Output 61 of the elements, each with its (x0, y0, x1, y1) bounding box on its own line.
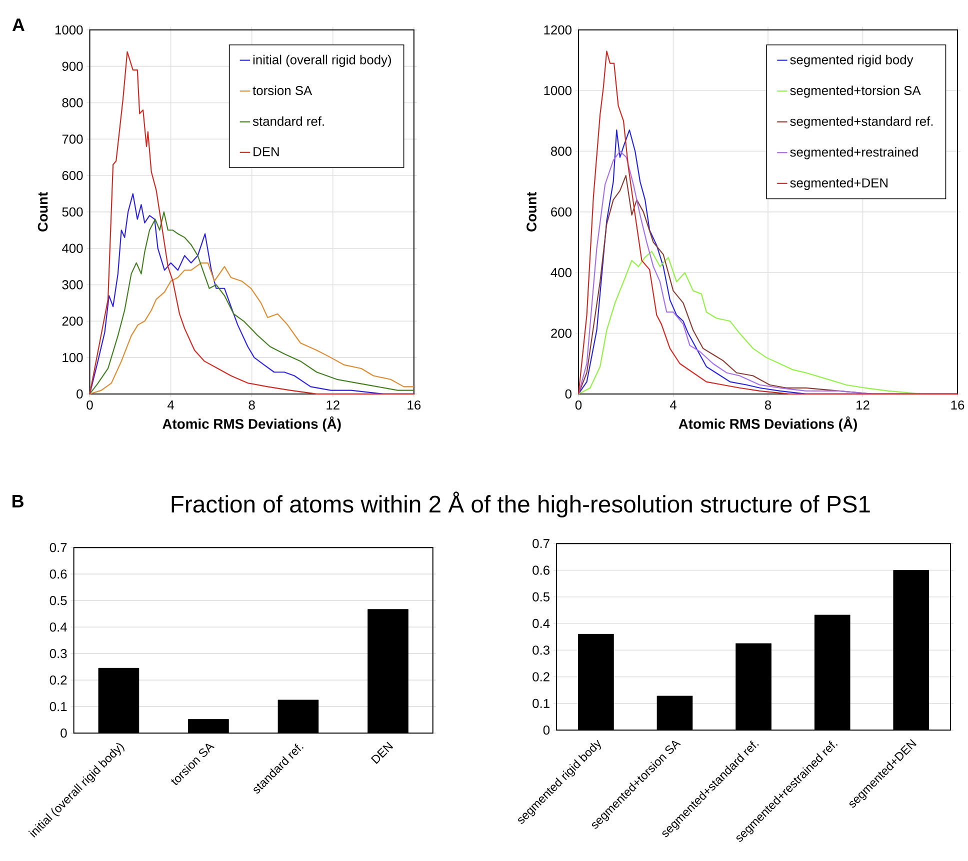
legend-label: segmented+torsion SA (790, 86, 921, 98)
legend-label: DEN (254, 147, 279, 156)
y-tick-label: 0.3 (532, 646, 550, 655)
y-tick-label: 200 (551, 328, 572, 338)
x-tick-label: 8 (248, 400, 255, 410)
y-tick-label: 0.4 (50, 622, 67, 632)
x-tick-label: 12 (326, 400, 340, 410)
x-tick-label: 4 (670, 400, 676, 410)
y-tick-label: 0 (76, 390, 83, 399)
x-tick-label: 4 (168, 400, 174, 410)
y-tick-label: 1000 (56, 25, 83, 35)
y-tick-label: 0.7 (50, 543, 67, 552)
y-tick-label: 0.6 (50, 570, 67, 579)
x-tick-label: 8 (764, 400, 772, 410)
x-tick-label: 16 (951, 400, 964, 410)
text: B (12, 495, 24, 508)
y-tick-label: 0.4 (532, 619, 550, 628)
legend-label: segmented rigid body (790, 54, 914, 68)
x-tick-label: 0 (86, 400, 93, 410)
y-tick-label: 0.1 (50, 702, 67, 712)
y-tick-label: 200 (62, 316, 83, 326)
y-tick-label: 400 (62, 244, 83, 254)
x-axis-title: Atomic RMS Deviations (Å) (162, 416, 341, 432)
y-tick-label: 0 (543, 726, 550, 735)
y-tick-label: 0 (565, 390, 572, 399)
x-tick-label: 16 (408, 400, 421, 410)
y-tick-label: 0 (60, 728, 67, 738)
legend-label: segmented+standard ref. (790, 116, 933, 129)
legend-label: initial (overall rigid body) (253, 54, 392, 68)
y-tick-label: 600 (551, 207, 572, 217)
text: A (12, 18, 24, 32)
y-tick-label: 0.3 (50, 649, 67, 658)
legend-label: torsion SA (252, 86, 312, 96)
y-tick-label: 0.7 (532, 539, 550, 548)
y-tick-label: 800 (551, 146, 572, 156)
line-series (89, 262, 414, 395)
y-tick-label: 0.2 (532, 672, 550, 682)
y-tick-label: 0.1 (532, 698, 550, 708)
x-axis-title: Atomic RMS Deviations (Å) (678, 416, 857, 432)
y-tick-label: 0.5 (532, 592, 550, 602)
legend-label: standard ref. (252, 116, 324, 126)
y-tick-label: 500 (62, 207, 83, 217)
y-tick-label: 800 (62, 98, 83, 108)
x-tick-label: 12 (856, 400, 870, 410)
y-tick-label: 1000 (544, 86, 572, 96)
y-tick-label: 300 (62, 280, 83, 290)
y-axis-title: Count (38, 192, 48, 232)
y-tick-label: 0.6 (532, 566, 550, 575)
y-tick-label: 1200 (544, 25, 572, 35)
y-tick-label: 900 (62, 62, 83, 72)
legend-label: segmented+DEN (790, 178, 888, 190)
y-tick-label: 0.2 (50, 676, 67, 685)
x-tick-label: 0 (575, 400, 582, 410)
y-tick-label: 0.5 (50, 596, 67, 606)
y-tick-label: 700 (62, 134, 83, 144)
text: Fraction of atoms within 2 Å of the high-resolution structure of PS1 (172, 492, 870, 518)
y-tick-label: 100 (62, 353, 83, 362)
legend-label: segmented+restrained (790, 147, 918, 160)
y-tick-label: 600 (62, 171, 83, 180)
y-tick-label: 400 (550, 268, 572, 278)
y-axis-title: Count (526, 192, 536, 232)
